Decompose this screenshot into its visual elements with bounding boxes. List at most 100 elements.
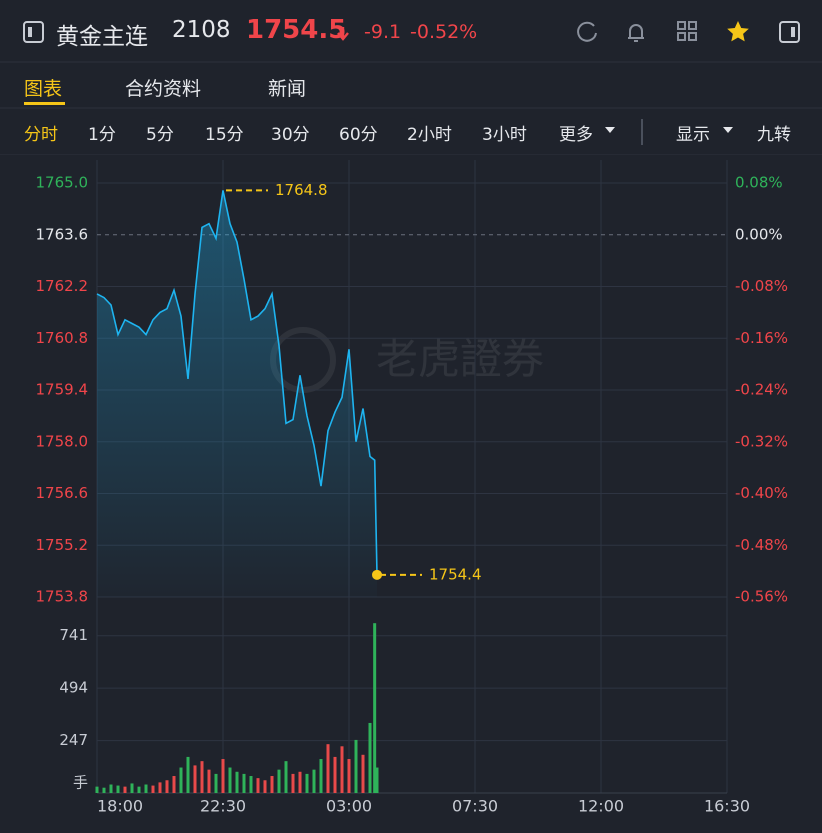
period[interactable]: 分时 (24, 125, 58, 145)
volume-bar (123, 786, 127, 793)
volume-bar (326, 744, 330, 793)
y2-tick-label: -0.16% (735, 329, 788, 347)
volume-bar (102, 787, 106, 793)
x-tick-label: 03:00 (326, 797, 372, 816)
period[interactable]: 5分 (146, 125, 174, 145)
y-tick-label: 1760.8 (36, 329, 89, 347)
y2-tick-label: -0.32% (735, 432, 788, 450)
volume-bar (368, 722, 372, 793)
volume-bar (298, 771, 302, 793)
panel-icon[interactable] (779, 21, 800, 43)
volume-bar (354, 739, 358, 793)
y2-tick-label: -0.56% (735, 588, 788, 606)
y-tick-label: 1762.2 (36, 277, 89, 295)
tab[interactable]: 图表 (24, 78, 63, 100)
price: 1754.5 (246, 15, 347, 45)
volume-bar (144, 784, 148, 793)
watermark: 老虎證券 (376, 335, 544, 384)
y-tick-label: 494 (59, 679, 88, 697)
volume-bar (137, 786, 141, 793)
back-icon[interactable] (23, 21, 44, 43)
y2-tick-label: -0.48% (735, 536, 788, 554)
period[interactable]: 3小时 (482, 125, 527, 145)
price-line (96, 190, 378, 575)
period[interactable]: 更多 (559, 125, 593, 145)
change-pct: -0.52% (410, 21, 478, 43)
x-tick-label: 22:30 (200, 797, 246, 816)
volume-bar (361, 754, 365, 793)
price-area (97, 190, 377, 597)
volume-bar (116, 785, 120, 793)
x-tick-label: 18:00 (97, 797, 143, 816)
y-tick-label: 1759.4 (36, 381, 89, 399)
period[interactable]: 显示 (676, 125, 710, 145)
period[interactable]: 60分 (339, 125, 378, 145)
layout-icon[interactable] (677, 21, 697, 41)
last-point (372, 569, 382, 580)
code: 2108 (172, 17, 231, 43)
annotation-label: 1754.4 (429, 565, 482, 583)
x-tick-label: 16:30 (704, 797, 750, 816)
period[interactable]: 1分 (88, 125, 116, 145)
volume-bar (373, 623, 377, 793)
volume-bar (179, 767, 183, 793)
chart: 老虎證券 18:00 22:30 03:00 07:30 12:00 16:30 1765.0… (36, 160, 788, 816)
y-tick-label: 1756.6 (36, 484, 89, 502)
volume-bar (242, 773, 246, 793)
y2-tick-label: 0.00% (735, 225, 783, 243)
volume-bar (214, 773, 218, 793)
volume-bar (165, 780, 169, 793)
volume-bar (193, 765, 197, 793)
volume-bar (207, 769, 211, 793)
y-tick-label: 1763.6 (36, 225, 89, 243)
volume-unit: 手 (73, 774, 88, 792)
period[interactable]: 15分 (205, 125, 244, 145)
y-tick-label: 1765.0 (36, 174, 89, 192)
volume-bar (158, 782, 162, 793)
refresh-icon[interactable] (577, 21, 597, 42)
volume-bar (333, 756, 337, 793)
x-tick-label: 12:00 (578, 797, 624, 816)
tab-underline (24, 102, 65, 105)
dropdown-arrows (605, 127, 733, 133)
volume-bar (95, 786, 99, 793)
period[interactable]: 九转 (757, 125, 791, 145)
y-tick-label: 1753.8 (36, 588, 89, 606)
volume-bar (228, 767, 232, 793)
period[interactable]: 2小时 (407, 125, 452, 145)
volume-bar (263, 780, 267, 793)
volume-bar (249, 776, 253, 793)
volume-bar (277, 769, 281, 793)
volume-bar (151, 785, 155, 793)
volume-bar (270, 776, 274, 793)
y-tick-label: 1758.0 (36, 432, 89, 450)
y2-tick-label: -0.40% (735, 484, 788, 502)
volume-bar (375, 767, 379, 793)
down-arrow (337, 27, 349, 41)
y2-tick-label: 0.08% (735, 174, 783, 192)
tab[interactable]: 合约资料 (125, 78, 202, 100)
volume-bar (200, 761, 204, 793)
star-icon[interactable] (727, 21, 749, 42)
header-icons (0, 21, 822, 155)
annotation-label: 1764.8 (275, 181, 328, 199)
volume-bar (284, 761, 288, 793)
y-tick-label: 247 (59, 731, 88, 749)
volume-bar (130, 783, 134, 793)
period[interactable]: 30分 (271, 125, 310, 145)
change: -9.1 (364, 21, 402, 43)
y-tick-label: 741 (59, 626, 88, 644)
volume-bar (172, 776, 176, 793)
volume-bar (186, 756, 190, 793)
y2-tick-label: -0.08% (735, 277, 788, 295)
title: 黄金主连 (56, 24, 148, 50)
volume-bar (291, 773, 295, 793)
volume-bar (340, 746, 344, 793)
volume-bar (347, 759, 351, 793)
bell-icon[interactable] (628, 24, 644, 42)
tab[interactable]: 新闻 (268, 78, 307, 100)
volume-bar (221, 759, 225, 793)
x-tick-label: 07:30 (452, 797, 498, 816)
y2-tick-label: -0.24% (735, 381, 788, 399)
